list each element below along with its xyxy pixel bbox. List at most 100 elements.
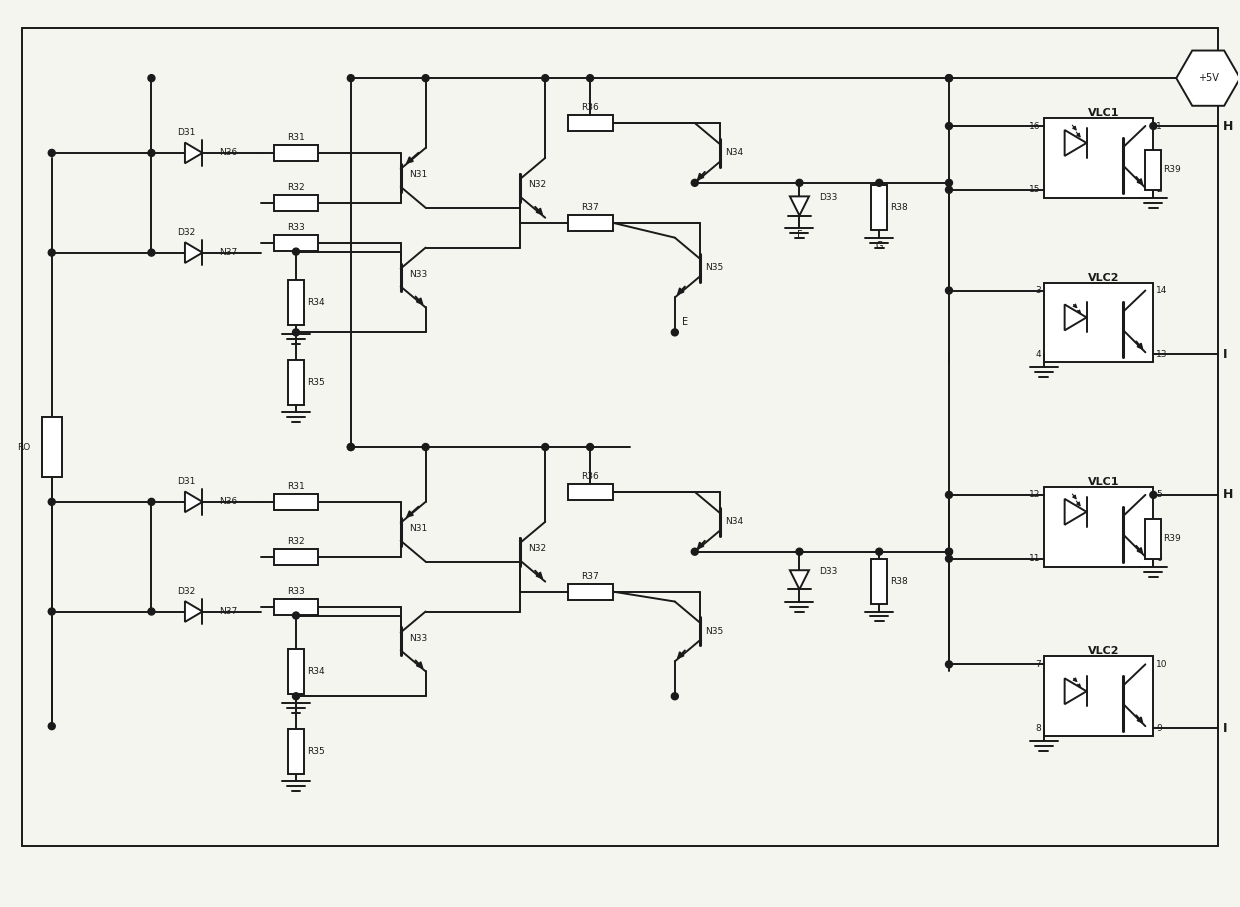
Text: 9: 9 bbox=[1157, 724, 1162, 733]
Circle shape bbox=[422, 74, 429, 82]
Text: N32: N32 bbox=[528, 180, 547, 190]
Text: R37: R37 bbox=[582, 571, 599, 580]
Text: N36: N36 bbox=[219, 149, 238, 158]
Bar bbox=[1044, 118, 1153, 198]
Text: G: G bbox=[875, 240, 883, 250]
Bar bbox=[1146, 150, 1162, 190]
Circle shape bbox=[946, 661, 952, 668]
Text: 6: 6 bbox=[1157, 554, 1162, 563]
Bar bbox=[1146, 519, 1162, 559]
Text: 7: 7 bbox=[1035, 660, 1040, 668]
Text: N34: N34 bbox=[724, 149, 743, 158]
Circle shape bbox=[347, 444, 355, 451]
Circle shape bbox=[946, 122, 952, 130]
Circle shape bbox=[148, 498, 155, 505]
Text: 2: 2 bbox=[1157, 185, 1162, 194]
Bar bbox=[1044, 487, 1153, 567]
Circle shape bbox=[946, 74, 952, 82]
Bar bbox=[568, 115, 613, 131]
Bar bbox=[1044, 282, 1153, 362]
Bar bbox=[274, 195, 319, 210]
Text: D32: D32 bbox=[177, 587, 196, 596]
Circle shape bbox=[347, 74, 355, 82]
Text: N33: N33 bbox=[409, 634, 427, 643]
Circle shape bbox=[946, 548, 952, 555]
Text: E: E bbox=[682, 317, 688, 327]
Circle shape bbox=[1149, 492, 1157, 498]
Circle shape bbox=[48, 150, 56, 156]
Polygon shape bbox=[1065, 499, 1086, 525]
Circle shape bbox=[293, 612, 300, 619]
Text: H: H bbox=[1223, 488, 1234, 502]
Text: 1: 1 bbox=[1157, 122, 1162, 131]
Circle shape bbox=[587, 74, 594, 82]
Circle shape bbox=[946, 180, 952, 186]
Circle shape bbox=[48, 498, 56, 505]
Circle shape bbox=[48, 608, 56, 615]
Circle shape bbox=[946, 287, 952, 294]
Bar bbox=[288, 280, 304, 325]
Circle shape bbox=[293, 329, 300, 336]
Text: D32: D32 bbox=[177, 229, 196, 237]
Text: R39: R39 bbox=[1163, 534, 1180, 543]
Circle shape bbox=[796, 548, 804, 555]
Text: N37: N37 bbox=[219, 249, 238, 257]
Bar bbox=[288, 649, 304, 694]
Text: VLC2: VLC2 bbox=[1087, 272, 1120, 283]
Bar bbox=[288, 360, 304, 405]
Bar bbox=[568, 215, 613, 230]
Text: 5: 5 bbox=[1157, 491, 1162, 500]
Text: 3: 3 bbox=[1035, 286, 1040, 295]
Text: R39: R39 bbox=[1163, 165, 1180, 174]
Circle shape bbox=[347, 444, 355, 451]
Circle shape bbox=[946, 186, 952, 193]
Text: R34: R34 bbox=[308, 298, 325, 307]
Text: R33: R33 bbox=[288, 223, 305, 231]
Circle shape bbox=[587, 444, 594, 451]
Text: N33: N33 bbox=[409, 270, 427, 279]
Bar bbox=[872, 560, 887, 604]
Polygon shape bbox=[185, 142, 202, 163]
Text: N32: N32 bbox=[528, 544, 547, 553]
Polygon shape bbox=[185, 242, 202, 263]
Text: I: I bbox=[1223, 722, 1228, 735]
Text: VLC1: VLC1 bbox=[1087, 477, 1120, 487]
Polygon shape bbox=[790, 571, 808, 590]
Polygon shape bbox=[790, 197, 808, 216]
Circle shape bbox=[293, 249, 300, 255]
Text: VLC1: VLC1 bbox=[1087, 108, 1120, 118]
Polygon shape bbox=[1065, 678, 1086, 704]
Circle shape bbox=[1149, 122, 1157, 130]
Circle shape bbox=[148, 74, 155, 82]
Circle shape bbox=[796, 180, 804, 186]
Bar bbox=[42, 417, 62, 477]
Text: N31: N31 bbox=[409, 524, 427, 533]
Circle shape bbox=[48, 249, 56, 256]
Bar bbox=[274, 235, 319, 250]
Circle shape bbox=[542, 444, 549, 451]
Text: N35: N35 bbox=[704, 627, 723, 636]
Text: 13: 13 bbox=[1157, 350, 1168, 359]
Circle shape bbox=[875, 180, 883, 186]
Text: R32: R32 bbox=[288, 537, 305, 546]
Text: F: F bbox=[796, 229, 802, 239]
Text: 10: 10 bbox=[1157, 660, 1168, 668]
Circle shape bbox=[48, 723, 56, 729]
Circle shape bbox=[691, 180, 698, 186]
Text: R38: R38 bbox=[890, 203, 908, 212]
Bar bbox=[274, 494, 319, 510]
Circle shape bbox=[691, 548, 698, 555]
Circle shape bbox=[148, 608, 155, 615]
Bar bbox=[274, 549, 319, 565]
Text: R33: R33 bbox=[288, 587, 305, 596]
Text: 12: 12 bbox=[1029, 491, 1040, 500]
Polygon shape bbox=[185, 492, 202, 512]
Circle shape bbox=[875, 548, 883, 555]
Bar bbox=[274, 599, 319, 615]
Text: D31: D31 bbox=[177, 129, 196, 138]
Text: 14: 14 bbox=[1157, 286, 1168, 295]
Text: 16: 16 bbox=[1029, 122, 1040, 131]
Text: H: H bbox=[1223, 120, 1234, 132]
Bar bbox=[288, 728, 304, 774]
Circle shape bbox=[422, 444, 429, 451]
